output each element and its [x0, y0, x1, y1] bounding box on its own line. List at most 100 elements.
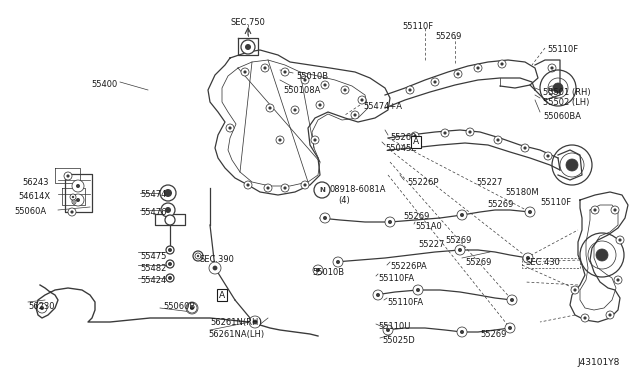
Circle shape — [195, 253, 201, 259]
Circle shape — [441, 129, 449, 137]
Circle shape — [548, 86, 556, 94]
Text: 55110FA: 55110FA — [378, 274, 414, 283]
Circle shape — [333, 257, 343, 267]
Circle shape — [373, 290, 383, 300]
Text: 55025D: 55025D — [382, 336, 415, 345]
Text: 55474: 55474 — [140, 190, 166, 199]
Circle shape — [323, 216, 327, 220]
Text: 55110F: 55110F — [540, 198, 571, 207]
Circle shape — [313, 265, 323, 275]
Text: 55045E: 55045E — [385, 144, 417, 153]
Circle shape — [161, 203, 175, 217]
Circle shape — [253, 320, 257, 324]
Circle shape — [606, 311, 614, 319]
Circle shape — [526, 256, 530, 260]
Circle shape — [241, 68, 249, 76]
Circle shape — [460, 330, 464, 334]
Circle shape — [460, 213, 464, 217]
Circle shape — [37, 303, 47, 313]
Circle shape — [456, 73, 460, 76]
Circle shape — [243, 70, 246, 74]
Circle shape — [408, 89, 412, 92]
Circle shape — [457, 327, 467, 337]
Circle shape — [166, 260, 174, 268]
Circle shape — [431, 78, 439, 86]
Circle shape — [548, 64, 556, 72]
Circle shape — [416, 288, 420, 292]
Circle shape — [444, 131, 447, 135]
Circle shape — [550, 89, 554, 92]
Circle shape — [276, 136, 284, 144]
Circle shape — [168, 276, 172, 280]
Circle shape — [458, 248, 462, 252]
Text: 55502 (LH): 55502 (LH) — [543, 98, 589, 107]
Circle shape — [323, 83, 326, 87]
Circle shape — [457, 210, 467, 220]
Circle shape — [266, 104, 274, 112]
Circle shape — [571, 286, 579, 294]
Circle shape — [616, 278, 620, 282]
Circle shape — [226, 124, 234, 132]
Circle shape — [547, 154, 550, 158]
Text: 55010B: 55010B — [312, 268, 344, 277]
Circle shape — [455, 245, 465, 255]
Circle shape — [341, 86, 349, 94]
Text: 56261N(RH): 56261N(RH) — [210, 318, 262, 327]
Text: 56261NA(LH): 56261NA(LH) — [208, 330, 264, 339]
Text: 55180M: 55180M — [505, 188, 539, 197]
Circle shape — [351, 111, 359, 119]
Circle shape — [411, 132, 419, 140]
Circle shape — [476, 66, 479, 70]
Circle shape — [566, 159, 578, 171]
Circle shape — [508, 326, 512, 330]
Text: SEC.390: SEC.390 — [200, 255, 235, 264]
Circle shape — [544, 152, 552, 160]
Circle shape — [584, 317, 587, 320]
Circle shape — [319, 103, 322, 107]
Circle shape — [70, 194, 76, 200]
Circle shape — [591, 206, 599, 214]
Text: 56230: 56230 — [28, 302, 54, 311]
Circle shape — [264, 184, 272, 192]
Circle shape — [160, 185, 176, 201]
Circle shape — [70, 211, 74, 214]
Text: 55227: 55227 — [476, 178, 502, 187]
Circle shape — [187, 303, 197, 313]
Text: 55474+A: 55474+A — [363, 102, 402, 111]
Circle shape — [474, 64, 482, 72]
Circle shape — [505, 323, 515, 333]
Text: 55227: 55227 — [418, 240, 444, 249]
Circle shape — [76, 198, 80, 202]
Circle shape — [72, 196, 74, 198]
Circle shape — [413, 134, 417, 138]
Text: 55269: 55269 — [480, 330, 506, 339]
Text: 55475: 55475 — [140, 252, 166, 261]
Circle shape — [316, 101, 324, 109]
Circle shape — [189, 306, 195, 310]
Circle shape — [468, 131, 472, 134]
Text: A: A — [413, 138, 419, 147]
Circle shape — [281, 184, 289, 192]
Circle shape — [64, 172, 72, 180]
Text: A: A — [219, 291, 225, 299]
Circle shape — [73, 201, 75, 203]
Text: 55269: 55269 — [435, 32, 461, 41]
Text: 55060B: 55060B — [163, 302, 195, 311]
Text: 56243: 56243 — [22, 178, 49, 187]
Circle shape — [245, 44, 251, 50]
Circle shape — [166, 246, 174, 254]
Text: 54614X: 54614X — [18, 192, 50, 201]
Circle shape — [67, 174, 70, 177]
Text: (4): (4) — [338, 196, 349, 205]
Circle shape — [383, 325, 393, 335]
Circle shape — [344, 89, 347, 92]
Text: 55400: 55400 — [92, 80, 118, 89]
Circle shape — [553, 83, 563, 93]
Circle shape — [320, 213, 330, 223]
Circle shape — [523, 253, 533, 263]
Circle shape — [497, 138, 500, 142]
Circle shape — [284, 70, 287, 74]
Circle shape — [314, 182, 330, 198]
Circle shape — [521, 144, 529, 152]
Circle shape — [168, 248, 172, 252]
